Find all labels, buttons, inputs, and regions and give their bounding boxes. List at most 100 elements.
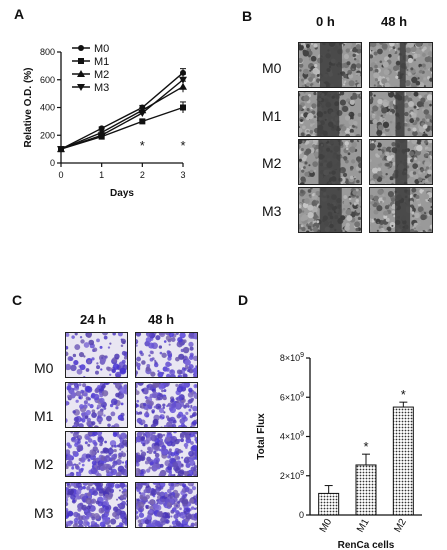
significance-asterisk: * [401,387,406,402]
bar-m0 [318,492,340,516]
stained-cell [190,397,195,401]
stained-cell [151,388,155,392]
micrograph-border [298,187,362,233]
cell-texture [370,42,377,48]
stained-cell [120,417,125,422]
cell-texture [379,200,383,204]
micrograph-border [369,139,433,185]
stained-cell [154,452,160,458]
cell-texture [298,208,303,214]
stained-cell [77,519,84,526]
cell-texture [312,193,315,197]
stained-cell [107,346,111,349]
y-tick-label: 0 [299,510,304,520]
stained-cell [136,356,141,362]
stained-cell [190,466,196,472]
stained-cell [67,488,74,496]
cell-texture [312,161,319,167]
cell-texture [417,225,424,232]
stained-cell [92,446,98,452]
stained-cell [71,335,75,339]
panel-a-letter: A [14,6,25,22]
invasion-micrograph-1-1 [135,382,198,428]
stained-cell [70,482,75,487]
stained-cell [137,412,140,415]
significance-asterisk: * [363,439,368,454]
cell-texture [355,198,359,203]
stained-cell [92,431,98,437]
cell-texture [316,220,320,224]
cell-texture [412,163,419,169]
stained-cell [96,472,102,477]
cell-texture [420,97,426,103]
stained-cell [183,510,187,514]
wound-micrograph-3-0 [298,187,362,233]
wound-micrograph-0-1 [369,42,433,88]
y-tick-label: 4×109 [280,431,304,442]
cell-texture [340,91,345,96]
cell-texture [356,201,359,205]
stained-cell [99,345,103,349]
stained-cell [111,359,114,363]
cell-texture [408,110,411,113]
wound-row-label-m2: M2 [262,155,282,171]
cell-texture [382,121,390,129]
cell-texture [416,139,422,145]
total-flux-bar-chart: 0 2×109 4×109 6×109 8×109 Total Flux M0 M1 * M2 * R… [256,352,422,550]
stained-cell [96,404,102,409]
stained-cell [147,501,150,504]
stained-cell [75,494,81,500]
cell-texture [369,180,376,185]
stained-cell [85,396,90,401]
stained-cell [139,506,142,510]
stained-cell [175,504,179,508]
stained-cell [161,446,166,451]
stained-cell [159,463,164,468]
stained-cell [181,498,189,505]
stained-cell [122,442,125,445]
wound-micrograph-3-1 [369,187,433,233]
cell-texture [353,175,357,179]
stained-cell [182,346,190,354]
cell-texture [342,156,348,161]
stained-cell [79,404,84,410]
cell-texture [306,47,311,52]
cell-texture [310,228,313,231]
stained-cell [73,463,77,466]
stained-cell [120,494,125,499]
x-tick-label-m0: M0 [318,517,335,535]
data-point-m1 [180,104,186,111]
cell-texture [425,211,428,214]
stained-cell [98,421,102,425]
stained-cell [118,489,121,492]
cell-texture [307,112,314,120]
stained-cell [96,362,99,365]
cell-texture [304,192,310,197]
cell-texture [345,147,349,151]
cell-texture [418,95,422,99]
stained-cell [100,450,104,454]
stained-cell [75,489,82,495]
cell-texture [413,91,419,97]
stained-cell [84,415,89,419]
stained-cell [189,433,192,436]
x-tick-label: 1 [99,170,104,180]
cell-texture [343,200,349,206]
stained-cell [175,397,179,401]
stained-cell [81,418,86,423]
invasion-row-label-m1: M1 [34,408,54,424]
cell-texture [389,176,394,181]
cell-texture [372,105,379,112]
stained-cell [169,406,177,414]
stained-cell [123,497,127,500]
scratch-gap [319,187,342,233]
stained-cell [179,433,185,439]
y-axis-label: Relative O.D. (%) [23,67,34,147]
stained-cell [110,398,118,406]
stained-cell [175,356,180,362]
cell-texture [420,214,427,221]
stained-cell [177,449,182,454]
stained-cell [147,433,150,436]
y-tick-label: 400 [40,103,55,113]
stained-cell [75,465,80,470]
